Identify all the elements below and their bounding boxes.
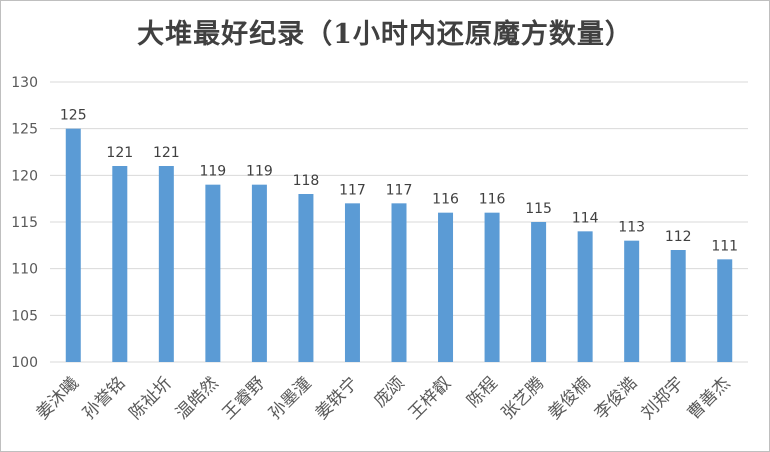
bar (438, 212, 454, 362)
x-tick-label: 刘郑宇 (638, 373, 688, 423)
data-label: 114 (572, 210, 599, 226)
y-tick-label: 115 (11, 215, 38, 231)
data-label: 117 (339, 182, 366, 198)
bar (717, 259, 733, 362)
x-tick-label: 李俊澔 (591, 373, 641, 423)
data-label: 121 (106, 145, 133, 161)
x-tick-label: 庞颂 (370, 373, 408, 411)
x-tick-label: 王睿野 (219, 373, 269, 423)
bar (344, 203, 360, 362)
data-label: 118 (293, 173, 320, 189)
y-tick-label: 125 (11, 122, 38, 138)
bar (531, 222, 547, 362)
data-label: 116 (479, 192, 506, 208)
bar (624, 240, 640, 362)
x-tick-label: 姜俊楠 (544, 373, 594, 423)
bar (112, 166, 128, 362)
data-label: 111 (711, 238, 738, 254)
chart-title: 大堆最好纪录（1小时内还原魔方数量） (137, 19, 633, 50)
x-tick-label: 温皓然 (172, 373, 222, 423)
bar (251, 184, 267, 362)
data-label: 115 (525, 201, 552, 217)
data-label: 119 (199, 164, 226, 180)
bar (205, 184, 221, 362)
data-label: 117 (386, 182, 413, 198)
bar (391, 203, 407, 362)
bar (484, 212, 500, 362)
bar (65, 128, 81, 362)
y-tick-label: 120 (11, 168, 38, 184)
x-tick-label: 王梓叡 (405, 373, 455, 423)
y-tick-label: 100 (11, 355, 38, 371)
data-label: 119 (246, 164, 273, 180)
x-tick-label: 曹善杰 (684, 373, 734, 423)
y-tick-label: 130 (11, 75, 38, 91)
x-tick-label: 陈程 (463, 373, 501, 411)
bar (158, 166, 174, 362)
data-label: 121 (153, 145, 180, 161)
data-label: 113 (618, 220, 645, 236)
x-tick-label: 孙誉铭 (79, 373, 129, 423)
y-tick-label: 110 (11, 262, 38, 278)
x-tick-label: 陈祉圻 (126, 373, 176, 423)
x-tick-label: 姜沐曦 (33, 373, 83, 423)
data-label: 116 (432, 192, 459, 208)
x-tick-label: 姜轶宁 (312, 373, 362, 423)
x-tick-label: 张艺腾 (498, 373, 548, 423)
bar (298, 194, 314, 362)
y-tick-label: 105 (11, 308, 38, 324)
x-tick-label: 孙墨潼 (265, 373, 315, 423)
data-label: 112 (665, 229, 692, 245)
data-label: 125 (60, 108, 87, 124)
bar (577, 231, 593, 362)
bar (670, 250, 686, 362)
